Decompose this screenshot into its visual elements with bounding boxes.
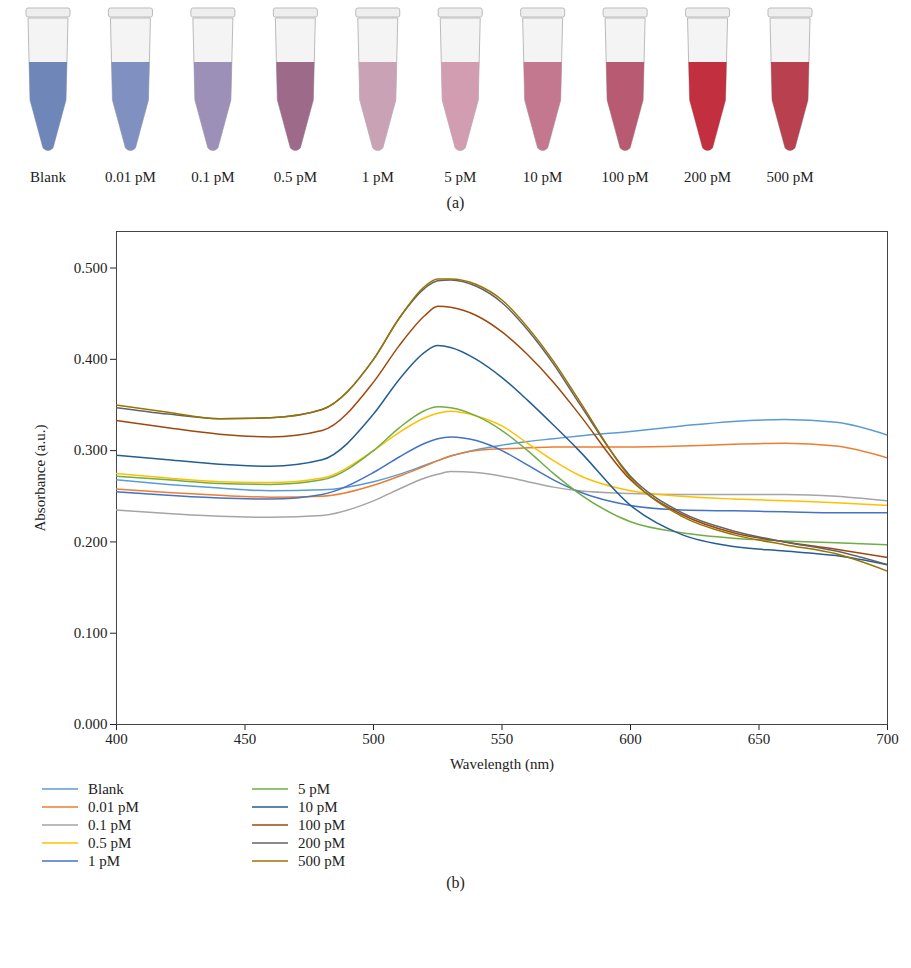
svg-text:650: 650 <box>748 731 771 747</box>
html-text:1 pM: 1 pM <box>88 852 121 869</box>
svg-text:10 pM: 10 pM <box>523 169 563 185</box>
svg-text:1 pM: 1 pM <box>362 169 394 185</box>
svg-text:0.200: 0.200 <box>74 534 108 550</box>
svg-text:0.500: 0.500 <box>74 260 108 276</box>
svg-text:0.01 pM: 0.01 pM <box>105 169 156 185</box>
html-text:10 pM: 10 pM <box>298 798 338 815</box>
svg-text:500 pM: 500 pM <box>766 169 813 185</box>
svg-text:500: 500 <box>362 731 385 747</box>
svg-text:550: 550 <box>491 731 514 747</box>
svg-text:0.400: 0.400 <box>74 351 108 367</box>
svg-text:400: 400 <box>105 731 128 747</box>
html-text:Blank: Blank <box>88 780 124 797</box>
svg-text:450: 450 <box>234 731 257 747</box>
html-text:0.01 pM: 0.01 pM <box>88 798 139 815</box>
svg-text:0.000: 0.000 <box>74 716 108 732</box>
svg-text:Absorbance (a.u.): Absorbance (a.u.) <box>32 424 49 531</box>
html-text:0.5 pM: 0.5 pM <box>88 834 132 851</box>
html-text:(a): (a) <box>446 194 465 211</box>
svg-text:0.5 pM: 0.5 pM <box>274 169 317 185</box>
svg-text:700: 700 <box>876 731 899 747</box>
html-text:100 pM: 100 pM <box>298 816 346 833</box>
svg-text:200 pM: 200 pM <box>684 169 731 185</box>
svg-text:600: 600 <box>619 731 642 747</box>
svg-text:Wavelength (nm): Wavelength (nm) <box>450 756 554 773</box>
html-text:0.1 pM: 0.1 pM <box>88 816 132 833</box>
html-text:(b): (b) <box>446 874 465 891</box>
html-text:5 pM: 5 pM <box>298 780 331 797</box>
svg-text:0.1 pM: 0.1 pM <box>191 169 234 185</box>
svg-text:100 pM: 100 pM <box>602 169 649 185</box>
svg-text:0.100: 0.100 <box>74 625 108 641</box>
html-text:200 pM: 200 pM <box>298 834 346 851</box>
svg-text:Blank: Blank <box>30 169 66 185</box>
svg-text:0.300: 0.300 <box>74 442 108 458</box>
svg-text:5 pM: 5 pM <box>444 169 476 185</box>
html-text:500 pM: 500 pM <box>298 852 346 869</box>
